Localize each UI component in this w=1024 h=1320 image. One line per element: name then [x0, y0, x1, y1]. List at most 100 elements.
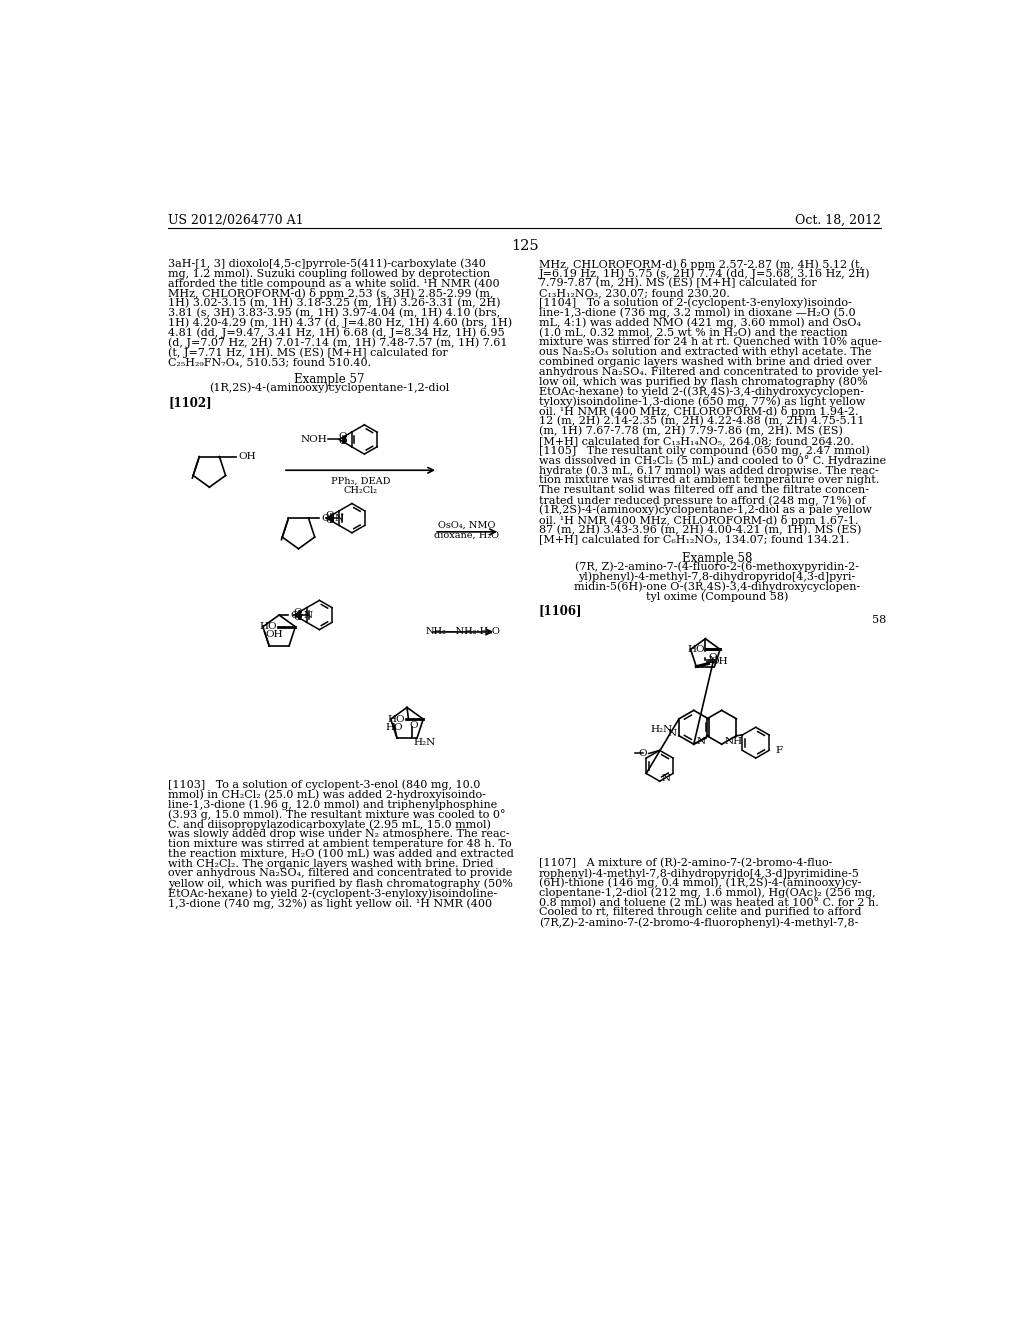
Text: N: N — [668, 729, 677, 738]
Text: mixture was stirred for 24 h at rt. Quenched with 10% aque-: mixture was stirred for 24 h at rt. Quen… — [539, 338, 882, 347]
Text: F: F — [776, 746, 783, 755]
Text: 1,3-dione (740 mg, 32%) as light yellow oil. ¹H NMR (400: 1,3-dione (740 mg, 32%) as light yellow … — [168, 898, 493, 908]
Text: J=6.19 Hz, 1H) 5.75 (s, 2H) 7.74 (dd, J=5.68, 3.16 Hz, 2H): J=6.19 Hz, 1H) 5.75 (s, 2H) 7.74 (dd, J=… — [539, 268, 870, 279]
Text: US 2012/0264770 A1: US 2012/0264770 A1 — [168, 214, 304, 227]
Text: N: N — [709, 656, 718, 665]
Text: 87 (m, 2H) 3.43-3.96 (m, 2H) 4.00-4.21 (m, 1H). MS (ES): 87 (m, 2H) 3.43-3.96 (m, 2H) 4.00-4.21 (… — [539, 524, 861, 535]
Text: 12 (m, 2H) 2.14-2.35 (m, 2H) 4.22-4.88 (m, 2H) 4.75-5.11: 12 (m, 2H) 2.14-2.35 (m, 2H) 4.22-4.88 (… — [539, 416, 864, 426]
Text: N: N — [304, 611, 313, 619]
Text: 1H) 4.20-4.29 (m, 1H) 4.37 (d, J=4.80 Hz, 1H) 4.60 (brs, 1H): 1H) 4.20-4.29 (m, 1H) 4.37 (d, J=4.80 Hz… — [168, 318, 512, 329]
Text: (1R,2S)-4-(aminooxy)cyclopentane-1,2-diol: (1R,2S)-4-(aminooxy)cyclopentane-1,2-dio… — [209, 383, 450, 393]
Text: tion mixture was stirred at ambient temperature for 48 h. To: tion mixture was stirred at ambient temp… — [168, 840, 512, 849]
Text: Cooled to rt, filtered through celite and purified to afford: Cooled to rt, filtered through celite an… — [539, 907, 861, 917]
Text: tion mixture was stirred at ambient temperature over night.: tion mixture was stirred at ambient temp… — [539, 475, 879, 486]
Text: hydrate (0.3 mL, 6.17 mmol) was added dropwise. The reac-: hydrate (0.3 mL, 6.17 mmol) was added dr… — [539, 466, 879, 477]
Text: H₂N: H₂N — [650, 725, 673, 734]
Text: tyloxy)isoindoline-1,3-dione (650 mg, 77%) as light yellow: tyloxy)isoindoline-1,3-dione (650 mg, 77… — [539, 396, 865, 407]
Text: line-1,3-dione (736 mg, 3.2 mmol) in dioxane —H₂O (5.0: line-1,3-dione (736 mg, 3.2 mmol) in dio… — [539, 308, 855, 318]
Text: O: O — [293, 609, 302, 616]
Text: EtOAc-hexane) to yield 2-((3R,4S)-3,4-dihydroxycyclopen-: EtOAc-hexane) to yield 2-((3R,4S)-3,4-di… — [539, 387, 864, 397]
Text: oil. ¹H NMR (400 MHz, CHLOROFORM-d) δ ppm 1.94-2.: oil. ¹H NMR (400 MHz, CHLOROFORM-d) δ pp… — [539, 407, 858, 417]
Text: H₂N: H₂N — [414, 738, 435, 747]
Text: over anhydrous Na₂SO₄, filtered and concentrated to provide: over anhydrous Na₂SO₄, filtered and conc… — [168, 869, 513, 879]
Text: oil. ¹H NMR (400 MHz, CHLOROFORM-d) δ ppm 1.67-1.: oil. ¹H NMR (400 MHz, CHLOROFORM-d) δ pp… — [539, 515, 858, 525]
Text: afforded the title compound as a white solid. ¹H NMR (400: afforded the title compound as a white s… — [168, 279, 500, 289]
Text: with CH₂Cl₂. The organic layers washed with brine. Dried: with CH₂Cl₂. The organic layers washed w… — [168, 858, 494, 869]
Text: clopentane-1,2-diol (212 mg, 1.6 mmol), Hg(OAc)₂ (256 mg,: clopentane-1,2-diol (212 mg, 1.6 mmol), … — [539, 888, 876, 899]
Text: HO: HO — [387, 714, 404, 723]
Text: HO: HO — [259, 622, 276, 631]
Text: 58: 58 — [872, 615, 886, 624]
Text: O: O — [326, 511, 334, 520]
Text: HO: HO — [687, 645, 705, 653]
Text: PPh₃, DEAD: PPh₃, DEAD — [331, 477, 390, 486]
Text: O: O — [338, 437, 347, 446]
Text: rophenyl)-4-methyl-7,8-dihydropyrido[4,3-d]pyrimidine-5: rophenyl)-4-methyl-7,8-dihydropyrido[4,3… — [539, 869, 859, 879]
Text: tyl oxime (Compound 58): tyl oxime (Compound 58) — [646, 591, 788, 602]
Text: O: O — [338, 433, 347, 441]
Text: (7R,Z)-2-amino-7-(2-bromo-4-fluorophenyl)-4-methyl-7,8-: (7R,Z)-2-amino-7-(2-bromo-4-fluorophenyl… — [539, 917, 858, 928]
Text: MHz, CHLOROFORM-d) δ ppm 2.57-2.87 (m, 4H) 5.12 (t,: MHz, CHLOROFORM-d) δ ppm 2.57-2.87 (m, 4… — [539, 259, 863, 269]
Text: mL, 4:1) was added NMO (421 mg, 3.60 mmol) and OsO₄: mL, 4:1) was added NMO (421 mg, 3.60 mmo… — [539, 318, 861, 329]
Text: (3.93 g, 15.0 mmol). The resultant mixture was cooled to 0°: (3.93 g, 15.0 mmol). The resultant mixtu… — [168, 809, 506, 820]
Text: O: O — [293, 612, 302, 622]
Text: O: O — [410, 721, 418, 730]
Text: 7.79-7.87 (m, 2H). MS (ES) [M+H] calculated for: 7.79-7.87 (m, 2H). MS (ES) [M+H] calcula… — [539, 279, 816, 289]
Text: HO: HO — [386, 722, 403, 731]
Text: O: O — [709, 652, 717, 661]
Text: The resultant solid was filtered off and the filtrate concen-: The resultant solid was filtered off and… — [539, 486, 868, 495]
Text: (6H)-thione (146 mg, 0.4 mmol), (1R,2S)-4-(aminooxy)cy-: (6H)-thione (146 mg, 0.4 mmol), (1R,2S)-… — [539, 878, 861, 888]
Text: OsO₄, NMO: OsO₄, NMO — [438, 521, 496, 531]
Text: yellow oil, which was purified by flash chromatography (50%: yellow oil, which was purified by flash … — [168, 878, 513, 888]
Text: EtOAc-hexane) to yield 2-(cyclopent-3-enyloxy)isoindoline-: EtOAc-hexane) to yield 2-(cyclopent-3-en… — [168, 888, 498, 899]
Text: OH: OH — [238, 451, 256, 461]
Text: C₁₃H₁₂NO₃, 230.07; found 230.20.: C₁₃H₁₂NO₃, 230.07; found 230.20. — [539, 288, 730, 298]
Text: Example 58: Example 58 — [682, 552, 753, 565]
Text: O: O — [290, 611, 299, 619]
Text: (1.0 mL, 0.32 mmol, 2.5 wt % in H₂O) and the reaction: (1.0 mL, 0.32 mmol, 2.5 wt % in H₂O) and… — [539, 327, 848, 338]
Text: N: N — [334, 513, 343, 523]
Text: ous Na₂S₂O₃ solution and extracted with ethyl acetate. The: ous Na₂S₂O₃ solution and extracted with … — [539, 347, 871, 358]
Text: 4.81 (dd, J=9.47, 3.41 Hz, 1H) 6.68 (d, J=8.34 Hz, 1H) 6.95: 4.81 (dd, J=9.47, 3.41 Hz, 1H) 6.68 (d, … — [168, 327, 505, 338]
Text: N: N — [662, 775, 671, 783]
Text: 125: 125 — [511, 239, 539, 253]
Text: line-1,3-dione (1.96 g, 12.0 mmol) and triphenylphosphine: line-1,3-dione (1.96 g, 12.0 mmol) and t… — [168, 800, 498, 810]
Text: [M+H] calculated for C₁₃H₁₄NO₅, 264.08; found 264.20.: [M+H] calculated for C₁₃H₁₄NO₅, 264.08; … — [539, 436, 854, 446]
Text: NH: NH — [725, 738, 742, 746]
Text: Example 57: Example 57 — [294, 374, 365, 385]
Text: O: O — [326, 516, 334, 525]
Text: CH₂Cl₂: CH₂Cl₂ — [343, 486, 378, 495]
Text: the reaction mixture, H₂O (100 mL) was added and extracted: the reaction mixture, H₂O (100 mL) was a… — [168, 849, 514, 859]
Text: anhydrous Na₂SO₄. Filtered and concentrated to provide yel-: anhydrous Na₂SO₄. Filtered and concentra… — [539, 367, 882, 378]
Text: 3aH-[1, 3] dioxolo[4,5-c]pyrrole-5(411)-carboxylate (340: 3aH-[1, 3] dioxolo[4,5-c]pyrrole-5(411)-… — [168, 259, 486, 269]
Text: O: O — [639, 748, 647, 758]
Text: OH: OH — [711, 657, 728, 667]
Text: [1106]: [1106] — [539, 605, 583, 618]
Text: was dissolved in CH₂Cl₂ (5 mL) and cooled to 0° C. Hydrazine: was dissolved in CH₂Cl₂ (5 mL) and coole… — [539, 455, 886, 466]
Text: C. and diisopropylazodicarboxylate (2.95 mL, 15.0 mmol): C. and diisopropylazodicarboxylate (2.95… — [168, 820, 492, 830]
Text: 1H) 3.02-3.15 (m, 1H) 3.18-3.25 (m, 1H) 3.26-3.31 (m, 2H): 1H) 3.02-3.15 (m, 1H) 3.18-3.25 (m, 1H) … — [168, 298, 501, 309]
Text: (7R, Z)-2-amino-7-(4-fluoro-2-(6-methoxypyridin-2-: (7R, Z)-2-amino-7-(4-fluoro-2-(6-methoxy… — [575, 562, 859, 573]
Text: Oct. 18, 2012: Oct. 18, 2012 — [796, 214, 882, 227]
Text: combined organic layers washed with brine and dried over: combined organic layers washed with brin… — [539, 358, 871, 367]
Text: (d, J=7.07 Hz, 2H) 7.01-7.14 (m, 1H) 7.48-7.57 (m, 1H) 7.61: (d, J=7.07 Hz, 2H) 7.01-7.14 (m, 1H) 7.4… — [168, 338, 508, 348]
Text: (m, 1H) 7.67-7.78 (m, 2H) 7.79-7.86 (m, 2H). MS (ES): (m, 1H) 7.67-7.78 (m, 2H) 7.79-7.86 (m, … — [539, 426, 843, 437]
Text: NH₂—NH₂·H₂O: NH₂—NH₂·H₂O — [425, 627, 501, 636]
Text: low oil, which was purified by flash chromatography (80%: low oil, which was purified by flash chr… — [539, 376, 867, 387]
Text: 0.8 mmol) and toluene (2 mL) was heated at 100° C. for 2 h.: 0.8 mmol) and toluene (2 mL) was heated … — [539, 898, 879, 908]
Text: mmol) in CH₂Cl₂ (25.0 mL) was added 2-hydroxyisoindo-: mmol) in CH₂Cl₂ (25.0 mL) was added 2-hy… — [168, 789, 486, 800]
Text: was slowly added drop wise under N₂ atmosphere. The reac-: was slowly added drop wise under N₂ atmo… — [168, 829, 510, 840]
Text: (1R,2S)-4-(aminooxy)cyclopentane-1,2-diol as a pale yellow: (1R,2S)-4-(aminooxy)cyclopentane-1,2-dio… — [539, 506, 871, 516]
Text: trated under reduced pressure to afford (248 mg, 71%) of: trated under reduced pressure to afford … — [539, 495, 865, 506]
Text: [1104]   To a solution of 2-(cyclopent-3-enyloxy)isoindo-: [1104] To a solution of 2-(cyclopent-3-e… — [539, 298, 852, 309]
Text: dioxane, H₂O: dioxane, H₂O — [434, 531, 499, 540]
Text: midin-5(6H)-one O-(3R,4S)-3,4-dihydroxycyclopen-: midin-5(6H)-one O-(3R,4S)-3,4-dihydroxyc… — [573, 582, 860, 593]
Text: O: O — [321, 513, 330, 523]
Text: [1105]   The resultant oily compound (650 mg, 2.47 mmol): [1105] The resultant oily compound (650 … — [539, 446, 869, 457]
Text: C₂₅H₂₉FN₇O₄, 510.53; found 510.40.: C₂₅H₂₉FN₇O₄, 510.53; found 510.40. — [168, 358, 372, 367]
Text: [1107]   A mixture of (R)-2-amino-7-(2-bromo-4-fluo-: [1107] A mixture of (R)-2-amino-7-(2-bro… — [539, 858, 833, 869]
Text: MHz, CHLOROFORM-d) δ ppm 2.53 (s, 3H) 2.85-2.99 (m,: MHz, CHLOROFORM-d) δ ppm 2.53 (s, 3H) 2.… — [168, 288, 494, 300]
Text: N: N — [696, 738, 706, 746]
Text: OH: OH — [265, 630, 283, 639]
Text: NOH: NOH — [301, 436, 328, 444]
